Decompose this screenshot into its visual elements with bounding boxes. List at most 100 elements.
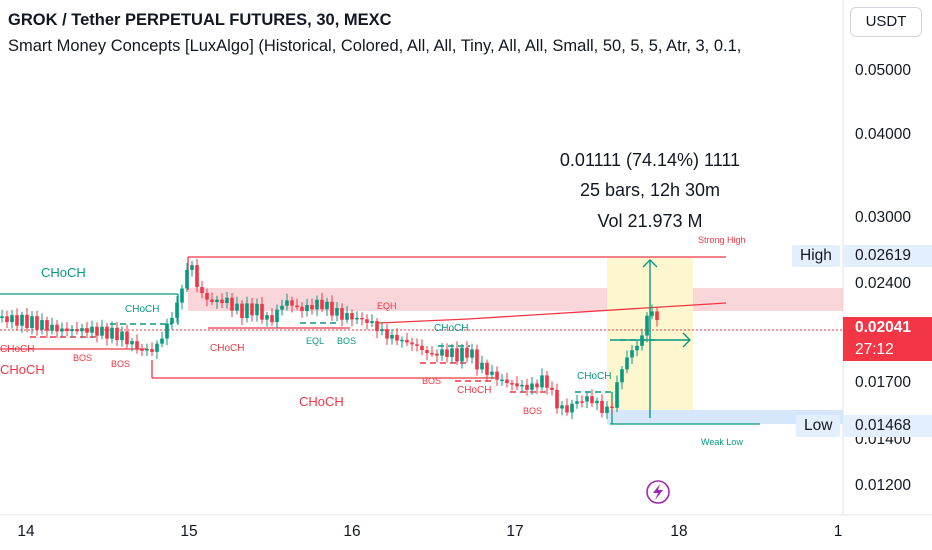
candle-body: [375, 321, 379, 332]
bar-countdown: 27:12: [843, 339, 932, 361]
candle-body: [315, 299, 319, 310]
candle-body: [200, 287, 204, 294]
candle-body: [385, 329, 389, 339]
candle-body: [645, 315, 649, 336]
candle-body: [610, 406, 614, 409]
discount-zone: [607, 410, 843, 424]
candle-body: [445, 349, 449, 357]
choch-label-1: CHoCH: [41, 265, 86, 280]
price-tick: 0.01700: [855, 374, 911, 391]
candle-body: [320, 299, 324, 310]
time-tick: 17: [506, 523, 523, 540]
candle-body: [545, 375, 549, 388]
candle-body: [450, 348, 454, 357]
indicator-legend[interactable]: Smart Money Concepts [LuxAlgo] (Historic…: [8, 37, 742, 55]
candle-body: [230, 297, 234, 311]
candle-body: [55, 324, 59, 332]
candle-body: [370, 321, 374, 323]
candle-body: [480, 362, 484, 370]
candle-body: [390, 334, 394, 339]
candle-body: [285, 300, 289, 306]
weak-low-label: Weak Low: [701, 437, 743, 447]
bos-label-3: BOS: [337, 336, 356, 346]
candle-body: [335, 308, 339, 316]
candle-body: [620, 369, 624, 383]
last-price-tag: 0.02041: [843, 317, 932, 339]
candle-body: [500, 379, 504, 382]
candle-body: [265, 315, 269, 320]
price-tick: 0.03000: [855, 209, 911, 226]
candle-body: [45, 320, 49, 331]
candle-body: [150, 349, 154, 352]
measure-volume: Vol 21.973 M: [597, 211, 703, 231]
candle-body: [430, 353, 434, 355]
measure-change: 0.01111 (74.14%) 1111: [559, 150, 741, 170]
time-tick: 18: [670, 523, 687, 540]
symbol-title[interactable]: GROK / Tether PERPETUAL FUTURES, 30, MEX…: [8, 11, 392, 29]
time-tick: 15: [180, 523, 197, 540]
candle-body: [0, 316, 4, 318]
candle-body: [250, 303, 254, 316]
bos-label-2: BOS: [111, 359, 130, 369]
candle-body: [525, 384, 529, 390]
candle-body: [195, 265, 199, 288]
choch-label-3: CHoCH: [210, 343, 244, 354]
candle-body: [35, 316, 39, 330]
candle-body: [415, 344, 419, 346]
candle-body: [120, 331, 124, 341]
candle-body: [155, 343, 159, 352]
candle-body: [60, 328, 64, 332]
candle-body: [340, 308, 344, 320]
candlesticks: [0, 258, 659, 420]
candle-body: [130, 341, 134, 345]
candle-body: [210, 299, 214, 303]
bos-label-4: BOS: [422, 376, 441, 386]
candle-body: [240, 303, 244, 318]
candle-body: [365, 319, 369, 323]
candle-body: [245, 303, 249, 318]
candle-body: [40, 320, 44, 330]
choch-label-4: CHoCH: [0, 344, 34, 355]
structure-lines: [0, 256, 843, 425]
price-tick: 0.02400: [855, 275, 911, 292]
candle-body: [435, 353, 439, 356]
candle-body: [360, 317, 364, 320]
candle-body: [490, 371, 494, 375]
candle-body: [175, 302, 179, 318]
candle-body: [290, 300, 294, 306]
candle-body: [160, 338, 164, 344]
candle-body: [170, 317, 174, 324]
candle-body: [100, 326, 104, 336]
candle-body: [595, 400, 599, 404]
bos-label-5: BOS: [523, 406, 542, 416]
strong-high-label: Strong High: [698, 235, 746, 245]
candle-body: [345, 313, 349, 320]
candle-body: [380, 329, 384, 332]
candle-body: [325, 301, 329, 310]
candle-body: [470, 349, 474, 358]
candle-body: [25, 314, 29, 329]
candle-body: [65, 328, 69, 332]
candle-body: [520, 384, 524, 387]
candle-body: [115, 327, 119, 341]
candle-body: [540, 375, 544, 388]
candle-body: [535, 383, 539, 388]
time-tick: 14: [17, 523, 35, 540]
choch-label-7: CHoCH: [434, 323, 468, 334]
candle-body: [260, 303, 264, 320]
measure-arrows: [610, 259, 691, 418]
high-price-tag: 0.02619: [843, 245, 932, 267]
candle-body: [305, 304, 309, 312]
lightning-icon[interactable]: [646, 480, 670, 504]
candle-body: [5, 316, 9, 323]
candle-body: [10, 315, 14, 323]
candle-body: [125, 331, 129, 345]
candle-body: [460, 347, 464, 362]
currency-button[interactable]: USDT: [850, 7, 922, 37]
candle-body: [570, 403, 574, 413]
candle-body: [555, 389, 559, 409]
choch-label-8: CHoCH: [457, 385, 491, 396]
candle-body: [355, 317, 359, 320]
premium-zone: [188, 288, 843, 311]
